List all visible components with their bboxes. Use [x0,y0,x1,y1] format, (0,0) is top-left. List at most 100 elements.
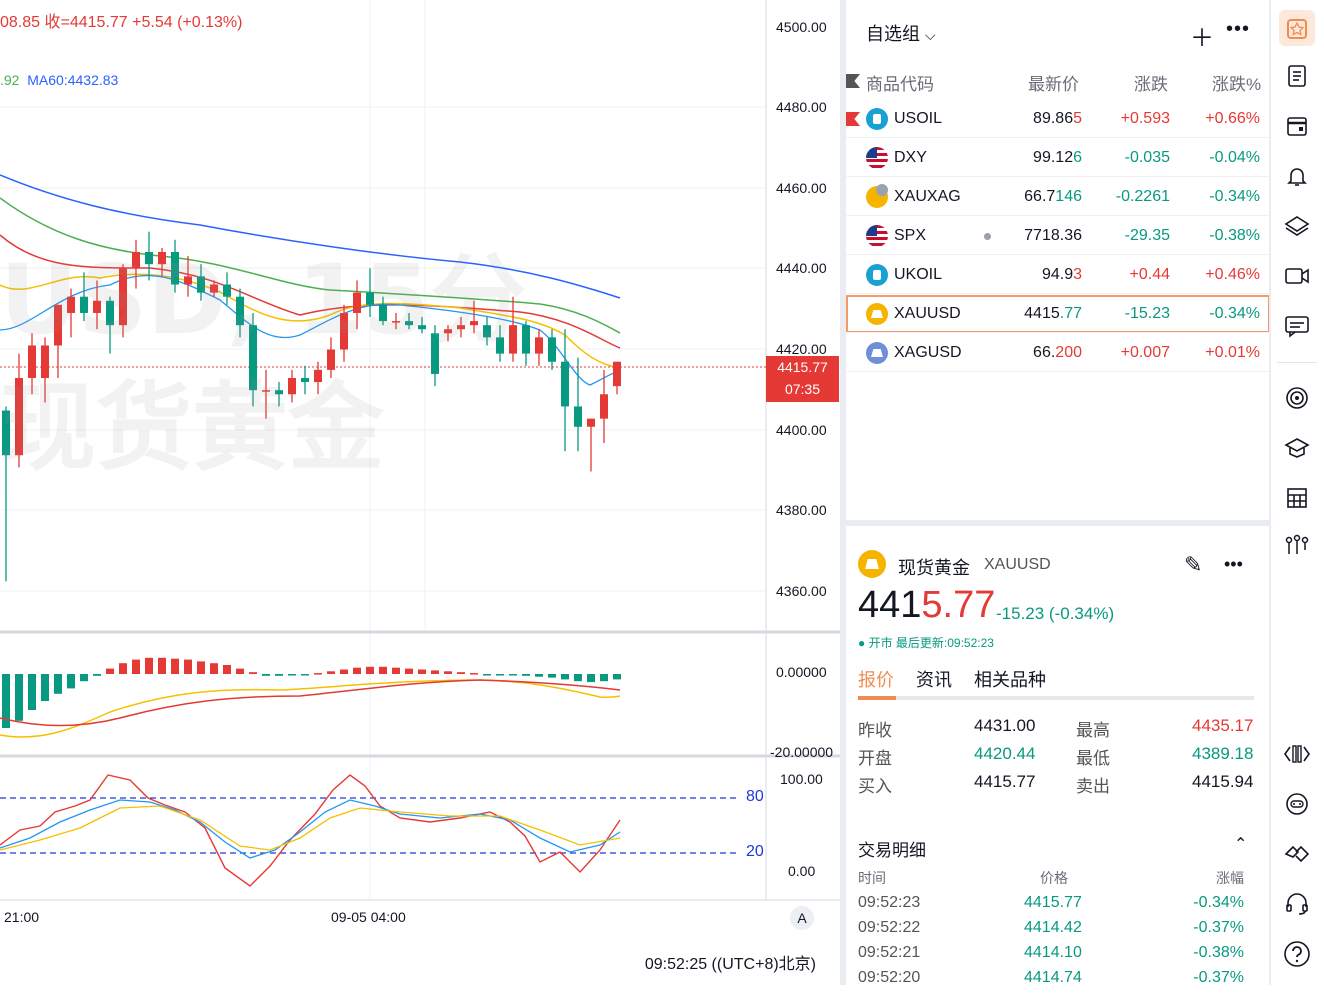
more-options-icon[interactable]: ••• [1226,18,1251,40]
stoch-d-line [0,799,621,859]
row-last: 99.126 [1033,149,1082,167]
stat-label: 昨收 [858,721,892,740]
candle-body [509,325,517,354]
chart-pane[interactable]: USD, 15分 现货黄金 08.85 收=4415.77 +5.54 (+0.… [0,0,840,985]
news-icon[interactable] [1279,58,1315,94]
symbol-name: 现货黄金 [898,558,970,578]
macd-bar [561,674,569,680]
macd-bar [15,674,23,721]
watchlist-row[interactable]: SPX 7718.36 -29.35 -0.38% [846,217,1270,255]
macd-bar [418,669,426,674]
price-label: 4500.00 [776,19,827,35]
education-icon[interactable] [1279,430,1315,466]
col-last[interactable]: 最新价 [1028,75,1079,94]
candle-body [119,268,127,326]
row-change: -0.035 [1124,149,1170,166]
row-change: +0.44 [1129,266,1170,283]
add-symbol-icon[interactable]: ＋ [1190,25,1214,52]
auto-scale-button[interactable]: A [790,906,814,930]
watchlist-row[interactable]: XAGUSD 66.200 +0.007 +0.01% [846,334,1270,372]
price-label: 4480.00 [776,99,827,115]
candle-body [54,304,62,346]
stat-value: 4435.17 [1192,716,1254,735]
tab-news[interactable]: 资讯 [916,670,952,690]
layers-icon[interactable] [1279,208,1315,244]
macd-bar [587,674,595,683]
macd-bar [613,674,621,680]
candle-body [106,300,114,326]
network-icon[interactable] [1279,528,1315,564]
trade-price: 4414.74 [1024,969,1082,986]
row-pct: -0.38% [1209,227,1260,244]
macd-bar [2,674,10,728]
edit-icon[interactable]: ✎ [1184,552,1203,577]
macd-bar [288,674,296,676]
candle-body [80,296,88,313]
watchlist-selector[interactable]: 自选组 ⌵ [866,20,936,46]
flag-column-icon[interactable] [846,74,860,88]
flag-marker-icon[interactable] [846,112,860,126]
handshake-icon[interactable] [1279,836,1315,872]
watchlist-row[interactable]: XAUXAG 66.7146 -0.2261 -0.34% [846,178,1270,216]
us-flag-icon [866,147,888,169]
watchlist-row[interactable]: XAUUSD 4415.77 -15.23 -0.34% [846,295,1270,333]
detail-tabs: 报价 资讯 相关品种 [858,666,1256,702]
candle-body [327,349,335,370]
help-icon[interactable] [1279,936,1315,972]
col-pct[interactable]: 涨跌% [1212,75,1262,94]
price-chart[interactable] [0,0,840,985]
candle-body [561,361,569,407]
headset-icon[interactable] [1279,886,1315,922]
row-last: 94.93 [1042,266,1082,284]
last-tail: 6 [1073,149,1082,166]
candle-body [366,292,374,305]
stoch-level-label: 80 [746,788,764,805]
price-label: 4420.00 [776,341,827,357]
candle-body [288,378,296,395]
candle-body [275,390,283,395]
timezone-clock[interactable]: 09:52:25 ((UTC+8)北京) [644,956,816,973]
more-options-icon[interactable]: ••• [1224,554,1243,574]
tab-quote[interactable]: 报价 [858,670,894,690]
grid-table-icon[interactable] [1279,480,1315,516]
candle-body [470,321,478,326]
stat-value: 4415.77 [974,772,1036,791]
macd-bar [67,674,75,689]
last-main: 7718.36 [1024,227,1082,244]
col-symbol[interactable]: 商品代码 [866,75,934,94]
watchlist-row[interactable]: UKOIL 94.93 +0.44 +0.46% [846,256,1270,294]
alert-bell-icon[interactable] [1279,158,1315,194]
close-value: 4415.77 [69,14,128,31]
last-tail: 5 [1073,110,1082,127]
tab-related[interactable]: 相关品种 [974,670,1046,690]
last-main: 99.12 [1033,149,1074,166]
stat-value: 4431.00 [974,716,1036,735]
video-icon[interactable] [1279,258,1315,294]
last-tail: 200 [1055,344,1082,361]
macd-bar [392,667,400,674]
watchlist-icon[interactable] [1279,10,1315,46]
candle-body [496,337,504,354]
watchlist-panel: 自选组 ⌵ ＋ ••• 商品代码 最新价 涨跌 涨跌% USOIL 89.865 +… [846,0,1270,986]
stat-label: 卖出 [1076,777,1110,796]
code-brackets-icon[interactable] [1279,736,1315,772]
trade-row: 09:52:22 4414.42 -0.37% [858,919,1258,943]
pane-resize-handle[interactable] [840,0,846,985]
row-change: -29.35 [1124,227,1170,244]
macd-bar [197,661,205,674]
watchlist-row[interactable]: DXY 99.126 -0.035 -0.04% [846,139,1270,177]
robot-icon[interactable] [1279,786,1315,822]
col-chg: 涨幅 [1216,870,1244,886]
chevron-up-icon[interactable]: ⌃ [1234,836,1248,853]
trade-time: 09:52:21 [858,944,921,961]
last-tail: 146 [1055,188,1082,205]
col-change[interactable]: 涨跌 [1134,75,1168,94]
trade-time: 09:52:23 [858,894,921,911]
target-icon[interactable] [1279,380,1315,416]
calendar-icon[interactable] [1279,108,1315,144]
macd-bar [210,663,218,674]
chat-icon[interactable] [1279,308,1315,344]
row-pct: -0.04% [1209,149,1260,166]
ohlc-prefix: 08.85 收= [0,14,70,31]
watchlist-row[interactable]: USOIL 89.865 +0.593 +0.66% [846,100,1270,138]
